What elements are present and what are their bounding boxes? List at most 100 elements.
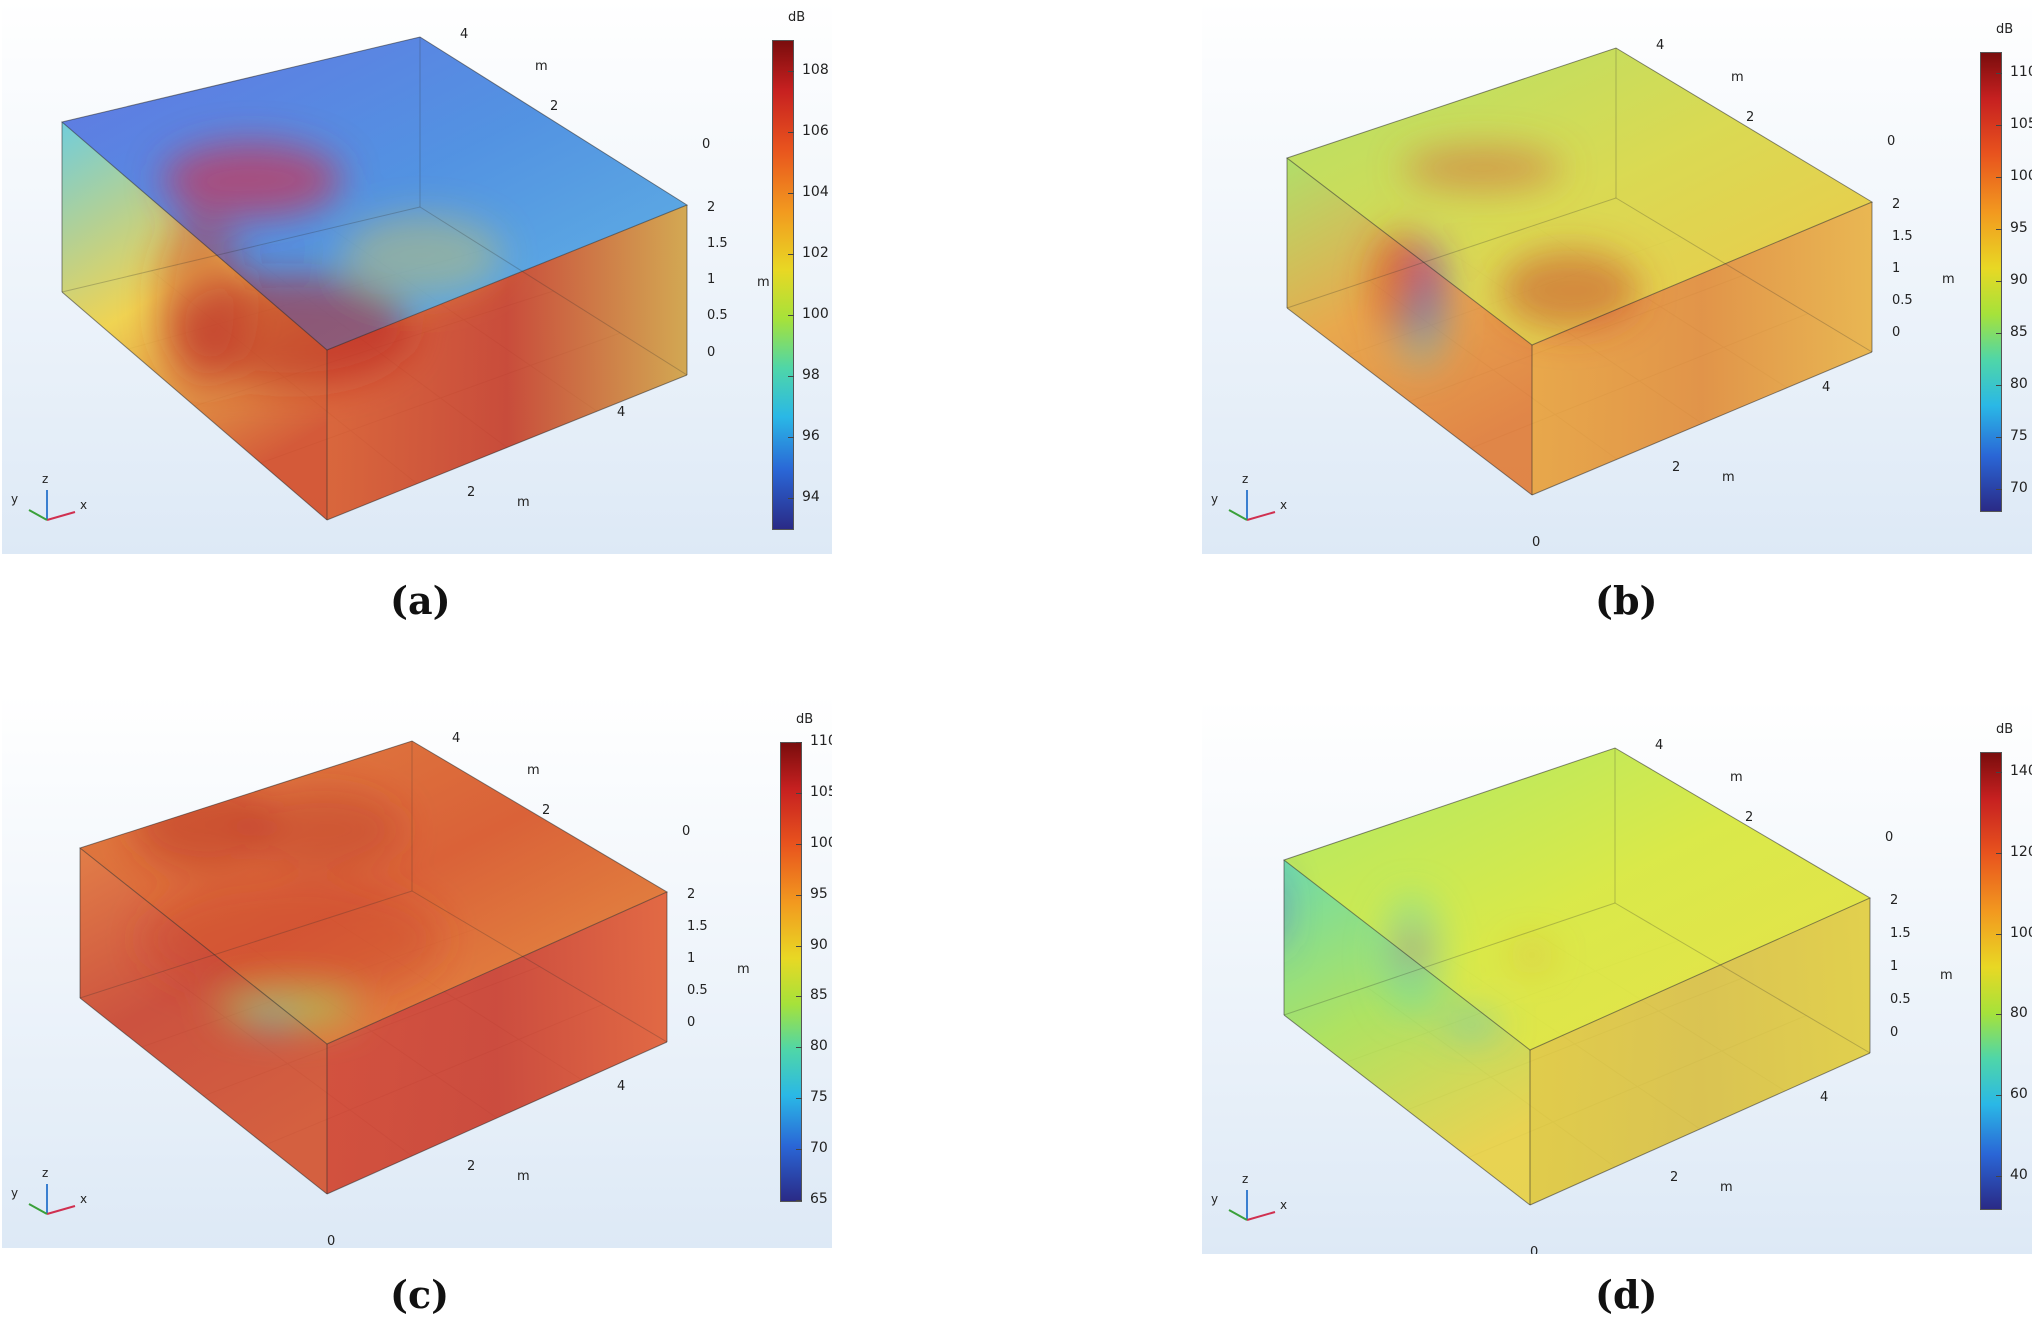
colorbar-tick-label: 105 <box>810 783 832 800</box>
z-tick-label: 0 <box>687 1014 696 1030</box>
colorbar <box>780 742 802 1202</box>
z-tick-label: 1 <box>1890 958 1899 974</box>
colorbar-tickmark <box>788 131 794 133</box>
y-axis-unit: m <box>527 763 540 778</box>
y-tick-label: 4 <box>460 27 469 42</box>
panel-d: 4 2 0 m 2 1.5 1 0.5 0 m 0 2 4 m y z x dB 140 120 100 80 60 40 <box>1202 700 2032 1254</box>
colorbar-tick-label: 104 <box>802 183 829 200</box>
colorbar-tick-label: 60 <box>2010 1086 2028 1102</box>
colorbar-tick-label: 100 <box>810 834 832 851</box>
x-tick-label: 4 <box>617 1079 626 1094</box>
box-front-face <box>1530 898 1870 1205</box>
caption-a: (a) <box>390 578 451 623</box>
triad-z-label: z <box>1242 472 1249 486</box>
colorbar-tick-label: 110 <box>2010 63 2032 80</box>
x-tick-label: 0 <box>327 1234 336 1248</box>
colorbar-tickmark <box>1996 124 2002 126</box>
box-edges <box>1285 47 1874 496</box>
colorbar-tickmark <box>1996 385 2002 387</box>
colorbar-tick-label: 80 <box>2010 376 2028 393</box>
z-tick-label: 0.5 <box>1892 292 1913 308</box>
z-tick-label: 1.5 <box>1892 228 1913 244</box>
colorbar-tick-label: 90 <box>810 936 828 953</box>
panel-a: 420m21.510.50m024myzxdB10810610410210098… <box>2 0 832 554</box>
z-tick-label: 0.5 <box>687 982 708 998</box>
x-axis-unit: m <box>517 495 530 510</box>
box-top-face <box>1287 48 1872 345</box>
field-blobs <box>157 142 502 390</box>
z-tick-label: 0.5 <box>707 308 728 324</box>
colorbar-tick-label: 96 <box>802 427 820 444</box>
z-tick-label: 0 <box>1892 324 1901 340</box>
colorbar-tickmark <box>796 894 802 896</box>
colorbar-tick-label: 85 <box>2010 324 2028 341</box>
z-tick-label: 2 <box>1892 197 1901 212</box>
box-edges <box>1282 747 1872 1206</box>
x-tick-label: 0 <box>1532 535 1541 550</box>
colorbar-tickmark <box>1996 281 2002 282</box>
z-tick-label: 2 <box>1890 893 1899 908</box>
colorbar-unit: dB <box>796 712 814 727</box>
box-top-face <box>62 37 687 350</box>
triad-y-label: y <box>1211 1192 1219 1206</box>
scene-svg <box>1202 700 2032 1254</box>
z-tick-label: 1 <box>1892 260 1901 276</box>
colorbar-unit: dB <box>788 10 806 25</box>
triad-z-label: z <box>42 472 49 486</box>
y-tick-label: 2 <box>1746 110 1755 125</box>
colorbar-tick-label: 100 <box>2010 167 2032 184</box>
axis-triad <box>1228 1190 1276 1221</box>
x-tick-label: 4 <box>1820 1090 1829 1105</box>
colorbar-tick-label: 102 <box>802 244 829 261</box>
colorbar-tickmark <box>796 1047 802 1049</box>
colorbar-tickmark <box>1996 437 2002 439</box>
triad-x-label: x <box>80 498 88 512</box>
box-edges <box>78 740 669 1195</box>
triad-z-label: z <box>1242 1172 1249 1186</box>
panel-b: 4 2 0 m 2 1.5 1 0.5 0 m 0 2 4 m y z x dB 110 105 100 95 90 85 80… <box>1202 0 2032 554</box>
colorbar-tickmark <box>788 497 794 499</box>
x-tick-label: 4 <box>1822 380 1831 395</box>
colorbar-tickmark <box>788 70 794 72</box>
box-front-face <box>327 892 667 1194</box>
caption-c: (c) <box>390 1272 450 1317</box>
colorbar-tickmark <box>796 742 802 743</box>
colorbar-tickmark <box>788 192 794 194</box>
box-front-face <box>1532 202 1872 495</box>
y-tick-label: 4 <box>1656 38 1665 53</box>
triad-y-label: y <box>1211 492 1219 506</box>
x-tick-label: 2 <box>1672 460 1681 475</box>
colorbar-tick-label: 75 <box>2010 428 2028 445</box>
colorbar-tick-label: 106 <box>802 122 829 139</box>
colorbar-tick-label: 90 <box>2010 272 2028 288</box>
colorbar-tick-label: 108 <box>802 61 829 78</box>
y-tick-label: 4 <box>452 731 461 746</box>
y-tick-label: 2 <box>550 99 559 114</box>
colorbar-tickmark <box>796 996 802 998</box>
z-tick-label: 1.5 <box>687 918 708 934</box>
z-tick-label: 1 <box>687 950 696 966</box>
z-tick-label: 2 <box>707 200 716 215</box>
axis-triad <box>28 1184 76 1215</box>
x-tick-label: 4 <box>617 405 626 420</box>
field-blobs <box>1382 895 1552 1035</box>
y-axis-unit: m <box>535 59 548 74</box>
z-tick-label: 1 <box>707 272 716 288</box>
triad-y-label: y <box>11 1186 19 1200</box>
x-axis-unit: m <box>1720 1180 1733 1195</box>
x-axis-unit: m <box>517 1169 530 1184</box>
y-tick-label: 0 <box>702 137 711 152</box>
colorbar-tickmark <box>796 1149 802 1151</box>
y-tick-label: 2 <box>1745 810 1754 825</box>
z-tick-label: 1.5 <box>1890 925 1911 941</box>
z-axis-unit: m <box>757 275 770 290</box>
colorbar-tickmark <box>788 253 794 255</box>
x-tick-label: 2 <box>467 485 476 500</box>
y-tick-label: 0 <box>1885 830 1894 845</box>
colorbar-tickmark <box>1996 489 2002 491</box>
triad-x-label: x <box>1280 1198 1288 1212</box>
y-tick-label: 0 <box>1887 134 1896 149</box>
box-left-face <box>80 848 327 1194</box>
z-tick-label: 0.5 <box>1890 991 1911 1007</box>
colorbar <box>1980 52 2002 512</box>
